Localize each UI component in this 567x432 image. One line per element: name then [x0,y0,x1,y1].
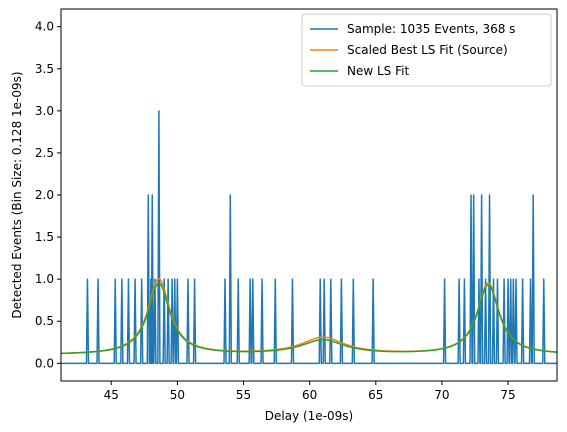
x-tick-label: 70 [434,388,449,402]
y-tick-label: 1.5 [35,230,54,244]
y-tick-label: 3.0 [35,104,54,118]
legend-entry: Scaled Best LS Fit (Source) [347,43,508,57]
y-tick-label: 1.0 [35,272,54,286]
x-tick-label: 65 [368,388,383,402]
series-line-1 [61,110,557,365]
legend-box [301,13,552,87]
x-axis-label: Delay (1e-09s) [265,409,353,423]
y-tick-label: 0.5 [35,314,54,328]
series-layer [61,110,557,365]
legend: Sample: 1035 Events, 368 s Scaled Best LS… [301,13,552,87]
y-axis-ticks: 0.0 0.5 1.0 1.5 2.0 2.5 3.0 3.5 4.0 [35,20,61,370]
legend-entry: Sample: 1035 Events, 368 s [347,22,515,36]
y-tick-label: 2.0 [35,188,54,202]
x-axis-ticks: 45 50 55 60 65 70 75 [104,381,516,402]
x-tick-label: 45 [104,388,119,402]
series-line-3 [61,282,557,355]
x-tick-label: 50 [170,388,185,402]
legend-entry: New LS Fit [347,64,409,78]
y-axis-label: Detected Events (Bin Size: 0.128 1e-09s) [10,71,24,318]
y-tick-label: 0.0 [35,356,54,370]
x-tick-label: 60 [302,388,317,402]
y-tick-label: 2.5 [35,146,54,160]
x-tick-label: 55 [236,388,251,402]
x-tick-label: 75 [500,388,515,402]
y-tick-label: 4.0 [35,20,54,34]
y-tick-label: 3.5 [35,62,54,76]
